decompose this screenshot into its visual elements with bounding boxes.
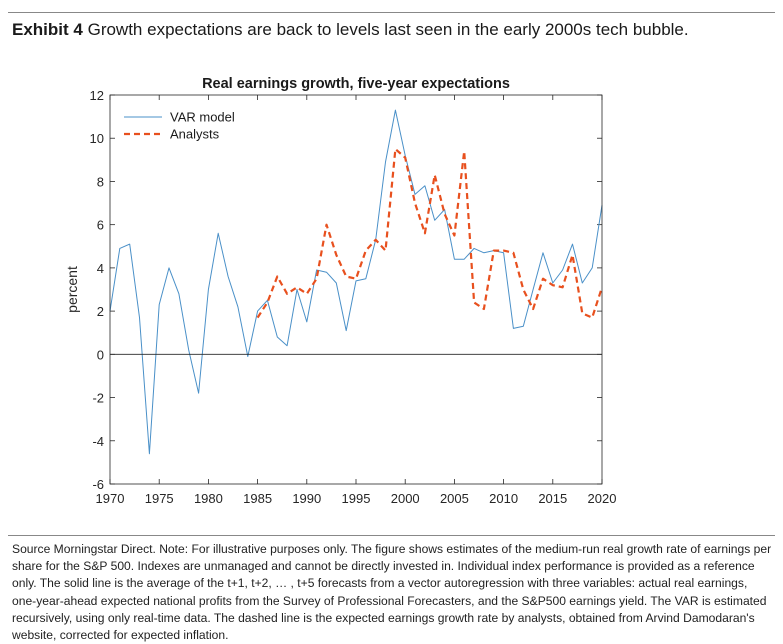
- y-tick-label: 12: [90, 88, 104, 103]
- y-tick-label: 6: [97, 218, 104, 233]
- y-tick-label: -6: [92, 477, 104, 492]
- legend-label-analysts: Analysts: [170, 127, 220, 142]
- y-tick-label: 10: [90, 131, 104, 146]
- y-tick-label: 0: [97, 347, 104, 362]
- x-tick-label: 1970: [96, 491, 125, 506]
- series-lines: [109, 109, 604, 455]
- axis-ticks: [109, 94, 603, 485]
- y-tick-label: 2: [97, 304, 104, 319]
- x-tick-label: 1995: [342, 491, 371, 506]
- exhibit-text: Growth expectations are back to levels l…: [87, 20, 689, 39]
- y-tick-label: 8: [97, 174, 104, 189]
- x-tick-label: 2020: [588, 491, 617, 506]
- y-tick-label: -4: [92, 434, 104, 449]
- var-model-line: [109, 109, 603, 455]
- top-rule: [8, 12, 775, 13]
- x-tick-label: 2000: [391, 491, 420, 506]
- x-tick-label: 1990: [292, 491, 321, 506]
- x-tick-label: 2005: [440, 491, 469, 506]
- exhibit-title: Exhibit 4 Growth expectations are back t…: [12, 20, 689, 40]
- x-tick-label: 1985: [243, 491, 272, 506]
- y-tick-label: -2: [92, 391, 104, 406]
- x-tick-label: 2010: [489, 491, 518, 506]
- source-note: Source Morningstar Direct. Note: For ill…: [12, 542, 772, 643]
- exhibit-label: Exhibit 4: [12, 20, 83, 39]
- chart-title: Real earnings growth, five-year expectat…: [202, 76, 510, 92]
- tick-labels: 1970 1975 1980 1985 1990 1995 2000 2005 2010 2015…: [90, 88, 617, 506]
- x-tick-label: 2015: [538, 491, 567, 506]
- line-chart: 1970 1975 1980 1985 1990 1995 2000 2005 2010 2015…: [64, 76, 617, 506]
- analysts-line: [256, 147, 604, 319]
- bottom-rule: [8, 535, 775, 536]
- legend: VAR model Analysts: [124, 110, 235, 142]
- x-tick-label: 1980: [194, 491, 223, 506]
- legend-label-var-model: VAR model: [170, 110, 235, 125]
- y-tick-label: 4: [97, 261, 104, 276]
- plot-frame: [109, 94, 603, 485]
- x-tick-label: 1975: [145, 491, 174, 506]
- y-axis-label: percent: [64, 266, 80, 313]
